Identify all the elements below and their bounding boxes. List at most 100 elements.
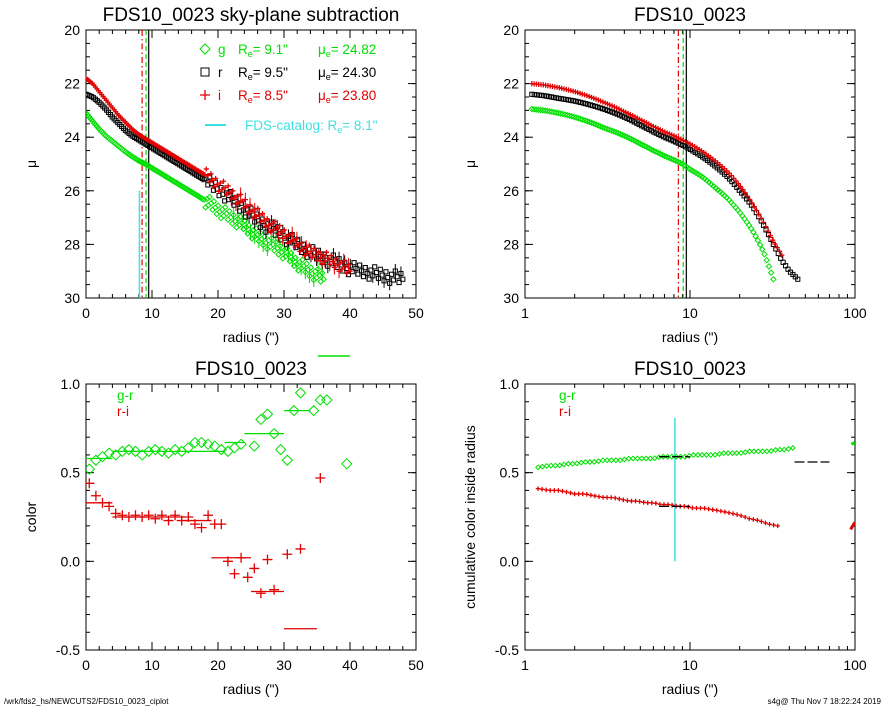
- data-point: [578, 459, 585, 466]
- data-point: [712, 451, 719, 458]
- data-point: [245, 222, 253, 229]
- data-point: [770, 237, 776, 243]
- data-point: [582, 459, 589, 466]
- data-point: [754, 237, 762, 244]
- y-tick-label: 28: [64, 236, 80, 252]
- data-point: [388, 271, 395, 277]
- data-point: [710, 507, 716, 512]
- data-point: [686, 452, 693, 459]
- x-axis-label: radius ("): [662, 681, 718, 697]
- series-r: [529, 91, 801, 282]
- data-point: [588, 492, 594, 498]
- footer-path: /wrk/fds2_hs/NEWCUTS2/FDS10_0023_ciplot: [4, 697, 169, 706]
- data-point: [323, 249, 330, 255]
- edge-points-i: [849, 521, 855, 531]
- data-point: [313, 251, 319, 258]
- data-point: [725, 450, 732, 457]
- data-point: [319, 261, 325, 267]
- x-tick-label: 10: [682, 305, 698, 321]
- data-point: [196, 522, 207, 533]
- legend-re-text: Re= 9.1": [238, 42, 288, 59]
- data-point: [396, 279, 402, 286]
- data-point: [241, 217, 249, 224]
- data-point: [731, 175, 737, 181]
- data-point: [560, 488, 565, 494]
- data-point: [261, 217, 267, 223]
- data-point: [726, 510, 732, 516]
- y-tick-label: 24: [64, 129, 80, 145]
- x-tick-label: 0: [82, 657, 90, 673]
- data-point: [339, 266, 345, 272]
- data-point: [309, 254, 316, 260]
- data-point: [608, 457, 615, 464]
- data-point: [771, 522, 776, 528]
- data-point: [138, 159, 146, 166]
- x-tick-label: 50: [408, 657, 424, 673]
- data-point: [625, 455, 632, 462]
- data-point: [318, 269, 326, 277]
- y-tick-label: 0.5: [61, 465, 81, 481]
- x-tick-label: 20: [210, 657, 226, 673]
- data-point: [249, 563, 260, 574]
- data-point: [591, 458, 598, 465]
- data-point: [390, 277, 397, 283]
- data-point: [763, 448, 770, 455]
- data-point: [741, 215, 748, 223]
- y-tick-label: 30: [503, 290, 519, 306]
- data-point: [274, 443, 287, 456]
- data-point: [248, 440, 261, 452]
- data-point: [130, 510, 141, 521]
- data-point: [752, 232, 759, 240]
- data-point: [584, 492, 590, 497]
- series-r-i: [535, 486, 780, 529]
- data-point: [263, 224, 269, 230]
- data-point: [333, 256, 339, 262]
- data-point: [649, 500, 655, 506]
- data-point: [292, 244, 298, 250]
- data-point: [266, 222, 272, 228]
- y-tick-label: -0.5: [56, 642, 80, 658]
- data-point: [129, 445, 142, 458]
- data-point: [86, 463, 96, 475]
- data-point: [308, 248, 314, 254]
- data-point: [241, 205, 247, 211]
- data-point: [572, 491, 577, 497]
- data-point: [767, 232, 773, 239]
- data-point: [250, 215, 256, 221]
- data-point: [195, 436, 208, 449]
- data-point: [247, 202, 253, 208]
- data-point: [203, 166, 209, 172]
- legend-entry-r-i: r-i: [117, 404, 129, 419]
- data-point: [772, 447, 779, 454]
- data-point: [775, 523, 780, 529]
- data-point: [763, 520, 768, 526]
- data-point: [234, 193, 241, 199]
- data-point: [392, 268, 398, 274]
- data-point: [302, 253, 308, 259]
- data-point: [230, 211, 237, 219]
- x-tick-label: 100: [843, 657, 867, 673]
- data-point: [294, 236, 300, 242]
- data-point: [170, 510, 181, 521]
- data-point: [759, 448, 766, 455]
- data-point: [328, 252, 334, 259]
- data-point: [299, 256, 306, 264]
- data-point: [340, 458, 353, 470]
- data-point: [651, 455, 658, 462]
- x-tick-label: 1: [521, 305, 529, 321]
- data-point: [256, 212, 262, 218]
- data-point: [295, 543, 306, 554]
- data-point: [629, 498, 634, 504]
- data-point: [673, 453, 680, 460]
- data-point: [255, 413, 267, 426]
- data-point: [592, 493, 598, 499]
- data-point: [394, 274, 400, 280]
- data-point: [669, 502, 675, 508]
- data-point: [90, 490, 101, 501]
- data-point: [756, 241, 764, 249]
- data-point: [738, 513, 744, 519]
- chart-title: FDS10_0023: [634, 5, 746, 26]
- y-axis-label: cumulative color inside radius: [462, 425, 478, 609]
- x-tick-label: 10: [144, 657, 160, 673]
- data-point: [289, 231, 295, 237]
